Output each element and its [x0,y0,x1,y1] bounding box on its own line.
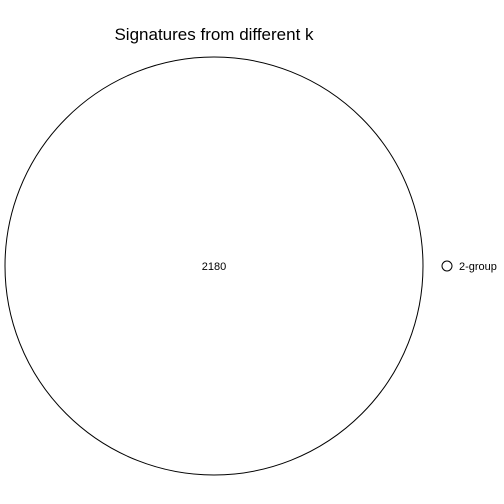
legend-label-2-group: 2-group [459,261,497,273]
legend-marker-2-group [441,260,453,272]
set-circle-2-group [4,56,424,476]
legend: 2-group [441,260,497,273]
set-count-2-group: 2180 [202,261,226,273]
diagram-title: Signatures from different k [114,25,314,44]
